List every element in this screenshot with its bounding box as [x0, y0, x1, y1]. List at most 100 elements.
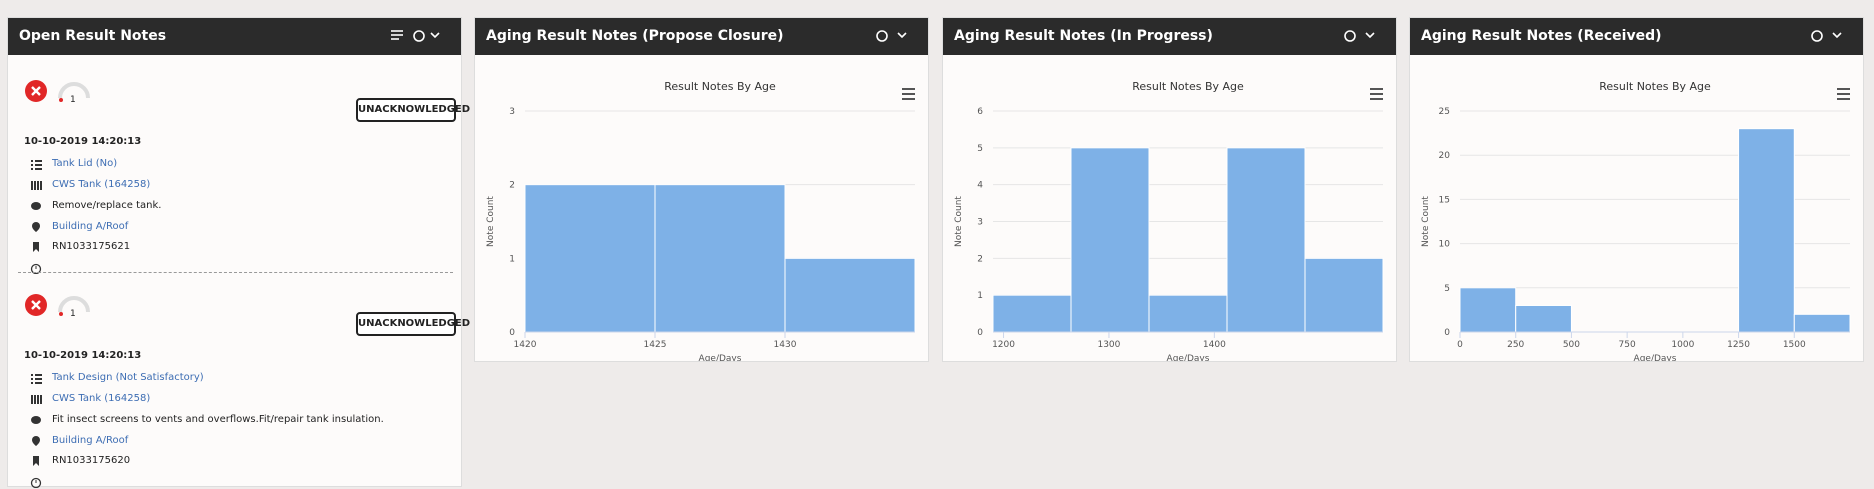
x-tick-label: 1430 [774, 340, 797, 350]
panel-header: Aging Result Notes (Received) [1410, 18, 1863, 55]
x-tick-label: 1425 [644, 340, 667, 350]
x-tick-label: 1300 [1097, 340, 1120, 350]
bar [784, 257, 916, 333]
note-item[interactable]: Tank Lid (No) [52, 158, 118, 169]
bar [1070, 147, 1150, 333]
menu-icon[interactable] [1370, 98, 1383, 100]
header-icons[interactable] [1342, 29, 1386, 43]
row-icon [31, 160, 42, 170]
bar [654, 184, 786, 333]
menu-icon[interactable] [1837, 88, 1850, 90]
chart: Result Notes By Age 0 1 2 3 1420 1425 1430 Age/D… [486, 80, 916, 364]
y-tick-label: 15 [1439, 195, 1450, 205]
x-axis-label: Age/Days [1634, 354, 1677, 361]
note-comment: Fit insect screens to vents and overflow… [52, 414, 384, 425]
note-id: RN1033175621 [52, 241, 131, 252]
y-axis-label: Note Count [486, 196, 496, 247]
note-asset[interactable]: CWS Tank (164258) [52, 393, 151, 404]
menu-icon[interactable] [1370, 88, 1383, 90]
row-icon [33, 456, 39, 466]
note-date: 10-10-2019 14:20:13 [24, 350, 142, 361]
x-tick-label: 1000 [1671, 340, 1694, 350]
note-id: RN1033175620 [52, 455, 131, 466]
x-axis-label: Age/Days [1167, 354, 1210, 361]
panel-chart: Aging Result Notes (Received) Result Note… [1409, 17, 1864, 364]
x-axis-label: Age/Days [699, 354, 742, 361]
row-icon [31, 395, 42, 404]
bar [1793, 313, 1851, 333]
row-icon [31, 202, 41, 210]
row-icon [30, 477, 42, 488]
note-asset[interactable]: CWS Tank (164258) [52, 179, 151, 190]
x-tick-label: 1250 [1727, 340, 1750, 350]
header-icons[interactable] [874, 29, 918, 43]
panel-title: Open Result Notes [19, 28, 167, 44]
note: 1 UNACKNOWLEDGED 10-10-2019 14:20:13 Tank… [8, 269, 470, 488]
panel-title: Aging Result Notes (Propose Closure) [486, 28, 784, 44]
bar [992, 294, 1072, 333]
menu-icon[interactable] [902, 98, 915, 100]
chart-title: Result Notes By Age [664, 80, 776, 93]
panel-title: Aging Result Notes (Received) [1421, 28, 1662, 44]
note-location[interactable]: Building A/Roof [52, 221, 129, 232]
panel-header: Aging Result Notes (Propose Closure) [475, 18, 928, 55]
row-icon [30, 263, 42, 274]
note-date: 10-10-2019 14:20:13 [24, 136, 142, 147]
header-icons[interactable] [391, 29, 451, 43]
menu-icon[interactable] [1370, 93, 1383, 95]
note-location[interactable]: Building A/Roof [52, 435, 129, 446]
status-icons: 1 [25, 80, 90, 105]
row-icon [32, 436, 40, 446]
bar [1459, 287, 1517, 333]
bar [1515, 304, 1572, 333]
panel-title: Aging Result Notes (In Progress) [954, 28, 1213, 44]
note-comment: Remove/replace tank. [52, 200, 162, 211]
y-tick-label: 1 [977, 291, 983, 301]
menu-icon[interactable] [1837, 93, 1850, 95]
y-tick-label: 3 [977, 218, 983, 228]
y-tick-label: 0 [509, 328, 515, 338]
panel-chart: Aging Result Notes (In Progress) Result N… [942, 17, 1397, 364]
panel-chart: Aging Result Notes (Propose Closure) Resu… [474, 17, 929, 364]
x-tick-label: 500 [1563, 340, 1580, 350]
note-item[interactable]: Tank Design (Not Satisfactory) [52, 372, 204, 383]
x-tick-label: 250 [1507, 340, 1524, 350]
panel-header: Aging Result Notes (In Progress) [943, 18, 1396, 55]
bar [524, 184, 656, 333]
y-tick-label: 3 [509, 107, 515, 117]
y-tick-label: 6 [977, 107, 983, 117]
x-tick-label: 1420 [514, 340, 537, 350]
menu-icon[interactable] [902, 93, 915, 95]
menu-icon[interactable] [902, 88, 915, 90]
y-tick-label: 20 [1439, 151, 1451, 161]
status-badge: UNACKNOWLEDGED [356, 312, 470, 336]
panel-open-notes: Open Result Notes 1 UNACKNOWLEDGED 10-10… [7, 17, 470, 488]
chart: Result Notes By Age 0 1 2 3 4 5 6 1200 1300 1400 Ag… [954, 80, 1384, 364]
y-tick-label: 25 [1439, 107, 1450, 117]
y-tick-label: 5 [977, 144, 983, 154]
bar [1304, 257, 1384, 333]
y-tick-label: 1 [509, 254, 515, 264]
row-icon [33, 242, 39, 252]
row-icon [31, 181, 42, 190]
row-icon [31, 416, 41, 424]
header-icons[interactable] [1809, 29, 1853, 43]
row-icon [32, 222, 40, 232]
menu-icon[interactable] [1837, 98, 1850, 100]
x-tick-label: 1200 [992, 340, 1015, 350]
status-icons: 1 [25, 294, 90, 319]
bar [1738, 128, 1795, 333]
x-tick-label: 1400 [1203, 340, 1226, 350]
note: 1 UNACKNOWLEDGED 10-10-2019 14:20:13 Tank… [8, 55, 470, 274]
y-tick-label: 2 [509, 181, 515, 191]
y-tick-label: 10 [1439, 240, 1451, 250]
bar [1148, 294, 1228, 333]
divider [18, 272, 453, 273]
chart-title: Result Notes By Age [1599, 80, 1711, 93]
y-tick-label: 2 [977, 254, 983, 264]
y-axis-label: Note Count [954, 196, 964, 247]
gauge-value: 1 [70, 309, 76, 319]
gauge-value: 1 [70, 95, 76, 105]
row-icon [31, 374, 42, 384]
